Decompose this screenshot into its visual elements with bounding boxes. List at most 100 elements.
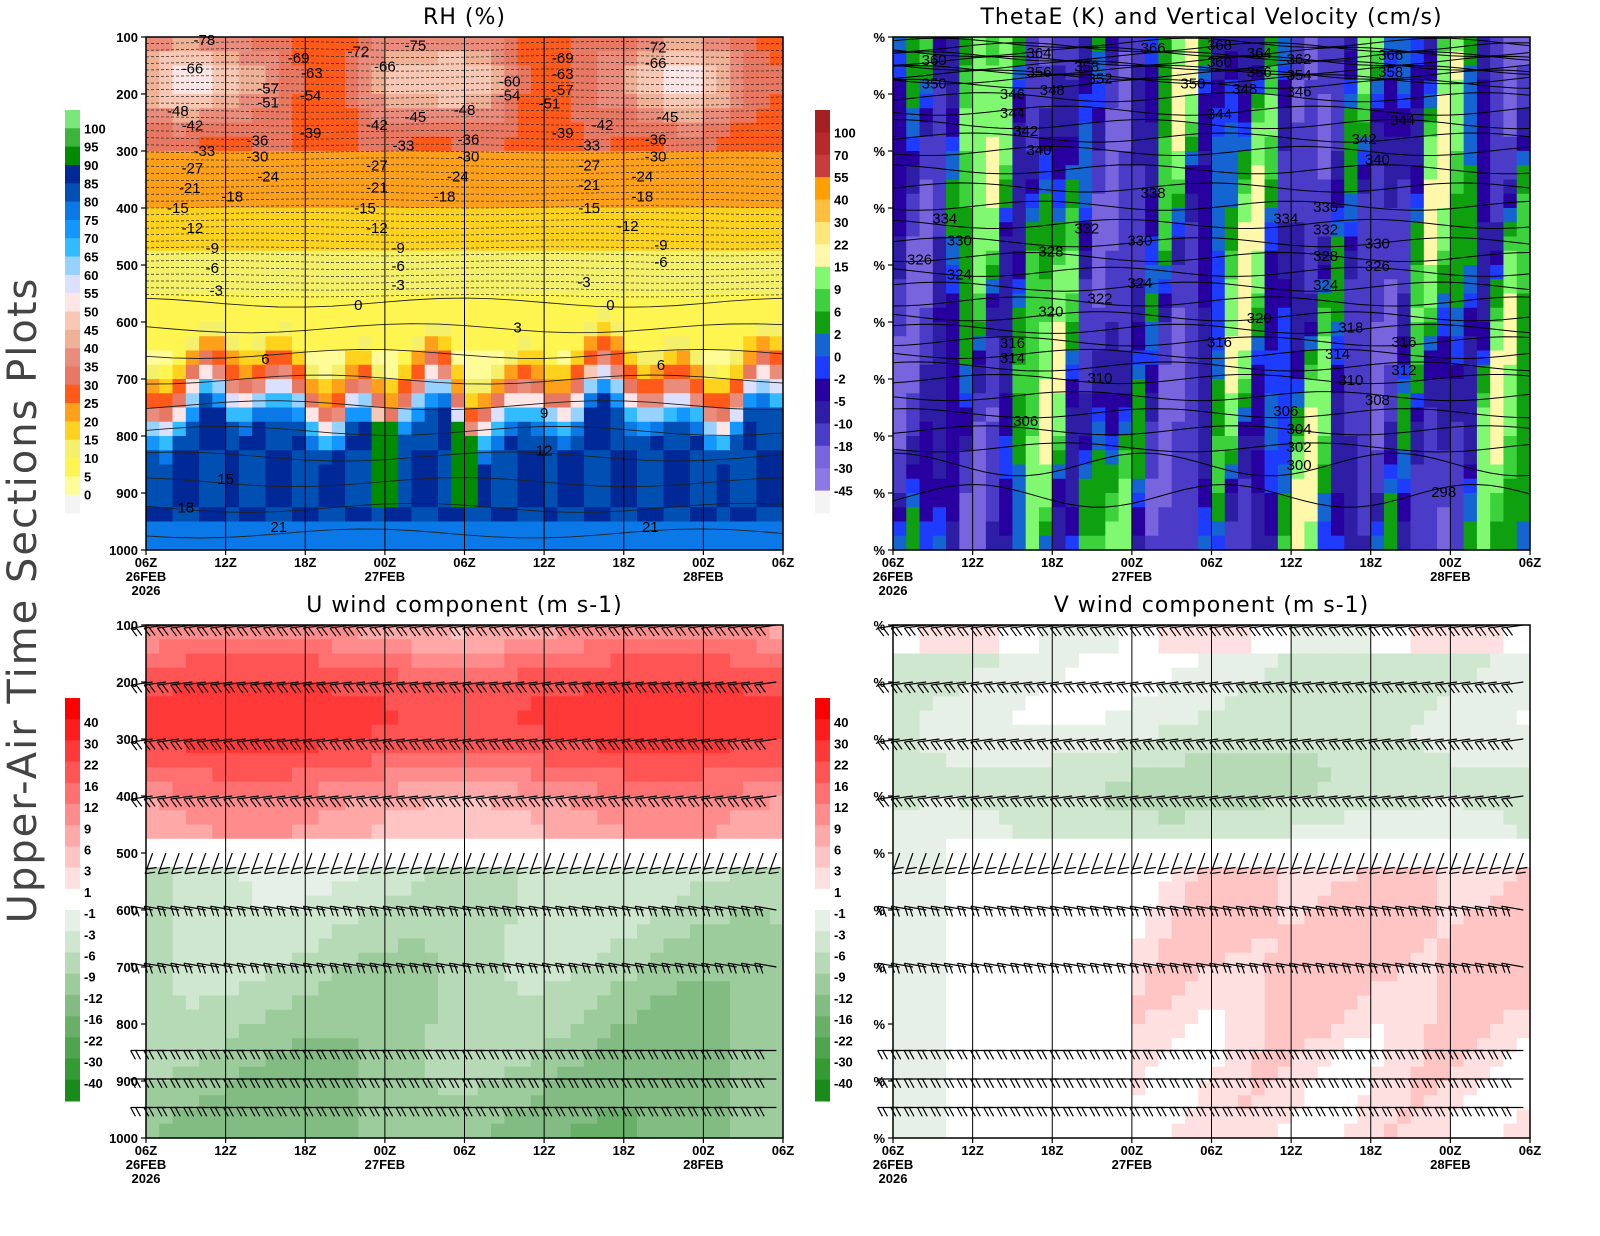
contour-cell: [557, 478, 572, 494]
contour-cell: [530, 179, 545, 195]
contour-cell: [1238, 193, 1252, 209]
contour-cell: [1463, 379, 1478, 394]
contour-cell: [959, 250, 974, 266]
contour-cell: [1344, 151, 1359, 166]
contour-cell: [557, 136, 572, 152]
contour-cell: [959, 165, 974, 181]
contour-cell: [199, 753, 213, 769]
contour-cell: [716, 364, 731, 380]
contour-cell: [238, 1052, 253, 1068]
contour-cell: [1344, 407, 1359, 423]
contour-cell: [1078, 393, 1093, 409]
contour-cell: [1397, 450, 1412, 466]
contour-cell: [252, 724, 267, 740]
contour-cell: [398, 265, 413, 280]
contour-cell: [729, 108, 744, 124]
contour-cell: [159, 521, 174, 537]
contour-cell: [769, 436, 784, 451]
contour-cell: [623, 436, 638, 451]
contour-cell: [1251, 379, 1266, 394]
contour-cell: [637, 407, 651, 423]
contour-cell: [1264, 136, 1279, 152]
contour-label: 366: [1141, 40, 1166, 57]
colorbar-label: 9: [834, 282, 841, 297]
contour-cell: [1423, 521, 1438, 537]
contour-cell: [1184, 193, 1199, 209]
contour-cell: [464, 151, 479, 166]
contour-cell: [517, 838, 532, 854]
contour-cell: [1052, 336, 1067, 352]
contour-cell: [557, 279, 572, 295]
contour-cell: [716, 151, 731, 166]
contour-cell: [919, 350, 934, 366]
contour-cell: [1052, 450, 1067, 466]
contour-cell: [1224, 136, 1239, 152]
contour-cell: [185, 781, 200, 797]
contour-cell: [1131, 336, 1146, 352]
contour-cell: [305, 696, 320, 712]
contour-cell: [1171, 279, 1186, 295]
contour-cell: [384, 653, 399, 669]
colorbar-label: 95: [84, 140, 98, 155]
contour-cell: [451, 65, 466, 81]
contour-cell: [946, 521, 960, 537]
contour-label: -27: [182, 160, 204, 177]
contour-cell: [437, 653, 452, 669]
contour-cell: [1145, 322, 1160, 337]
contour-label: -33: [393, 137, 415, 154]
contour-cell: [570, 208, 585, 223]
contour-cell: [1105, 51, 1120, 67]
contour-cell: [384, 151, 399, 166]
contour-cell: [291, 37, 306, 52]
contour-cell: [384, 967, 399, 982]
contour-cell: [1184, 236, 1199, 252]
contour-cell: [238, 507, 253, 523]
colorbar-swatch: [815, 356, 830, 380]
contour-cell: [919, 293, 934, 309]
contour-cell: [1211, 421, 1226, 437]
contour-cell: [637, 393, 651, 409]
contour-cell: [477, 307, 492, 323]
contour-cell: [491, 493, 505, 508]
contour-cell: [557, 421, 572, 437]
contour-cell: [1264, 507, 1279, 523]
contour-cell: [265, 307, 280, 323]
contour-cell: [265, 535, 280, 551]
contour-cell: [1198, 165, 1213, 181]
contour-cell: [676, 407, 691, 423]
contour-cell: [1105, 165, 1120, 181]
y-tick-label: 800: [116, 429, 138, 444]
contour-cell: [517, 493, 532, 508]
contour-cell: [1423, 250, 1438, 266]
contour-cell: [504, 981, 519, 997]
contour-cell: [1025, 535, 1040, 551]
contour-cell: [318, 767, 333, 783]
contour-cell: [1277, 136, 1292, 152]
contour-cell: [557, 724, 572, 740]
contour-cell: [610, 51, 625, 67]
contour-cell: [331, 279, 346, 295]
contour-cell: [159, 208, 174, 223]
contour-cell: [1145, 535, 1160, 551]
contour-cell: [703, 350, 718, 366]
contour-cell: [1476, 65, 1491, 81]
contour-cell: [278, 667, 293, 683]
contour-cell: [959, 407, 974, 423]
contour-cell: [464, 653, 479, 669]
contour-cell: [1118, 136, 1133, 152]
contour-label: 330: [1365, 235, 1390, 252]
contour-cell: [451, 493, 466, 508]
contour-cell: [225, 65, 240, 81]
contour-cell: [597, 464, 612, 480]
contour-cell: [1476, 108, 1491, 124]
contour-cell: [491, 838, 505, 854]
contour-cell: [530, 881, 545, 897]
x-tick-label: 00Z: [374, 555, 396, 570]
contour-cell: [252, 51, 267, 67]
colorbar-label: 22: [834, 237, 848, 252]
contour-cell: [1012, 307, 1027, 323]
contour-cell: [185, 165, 200, 181]
contour-cell: [743, 421, 758, 437]
contour-cell: [278, 838, 293, 854]
contour-cell: [597, 293, 612, 309]
